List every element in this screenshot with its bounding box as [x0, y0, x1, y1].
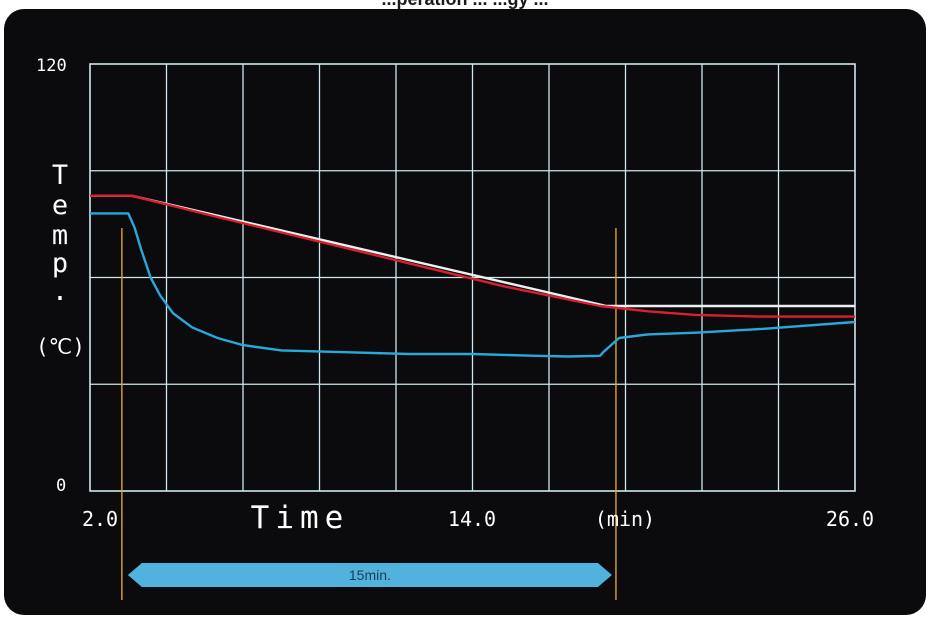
x-unit-label: (min): [595, 507, 655, 531]
x-axis-title: Time: [251, 500, 350, 536]
ylabel-char-1: e: [52, 190, 68, 221]
duration-label: 15min.: [349, 567, 391, 583]
chart-markers: [121, 228, 617, 600]
x-tick-start: 2.0: [82, 507, 118, 531]
series-line-2: [90, 212, 856, 358]
ylabel-char-4: .: [52, 276, 68, 307]
ylabel-char-0: T: [52, 160, 68, 191]
y-tick-bottom: 0: [56, 476, 66, 496]
chart-series: [90, 194, 856, 358]
ylabel-char-3: p: [52, 248, 68, 279]
y-tick-top: 120: [36, 56, 67, 76]
duration-bar: [127, 563, 612, 587]
header-fragment: ...peration ... ...gy ...: [381, 0, 548, 9]
screen-background: [4, 9, 926, 615]
x-tick-end: 26.0: [826, 507, 874, 531]
y-unit-label: (℃): [36, 335, 85, 359]
series-line-1: [90, 194, 855, 318]
x-tick-mid: 14.0: [448, 507, 496, 531]
ylabel-char-2: m: [52, 220, 68, 251]
